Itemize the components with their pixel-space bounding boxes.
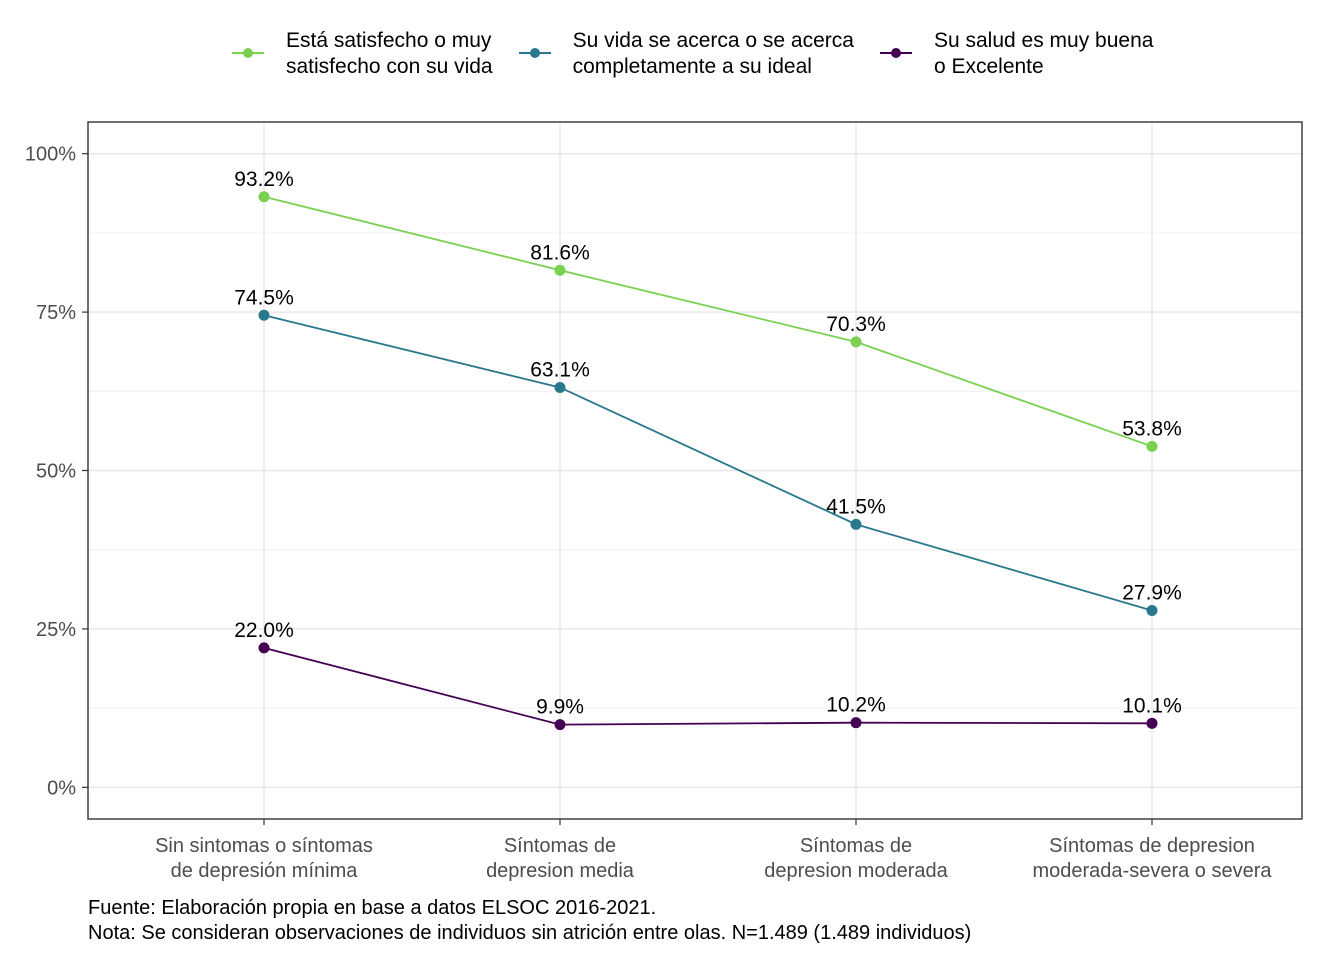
data-point [258, 191, 270, 203]
legend-label-line: satisfecho con su vida [286, 55, 493, 78]
data-point [258, 642, 270, 654]
x-tick-label: Sin sintomas o síntomas [155, 835, 373, 857]
x-tick-label: depresion media [486, 860, 635, 882]
y-tick-label: 50% [36, 461, 76, 483]
legend-key [876, 28, 916, 78]
legend-label-line: o Excelente [933, 55, 1044, 78]
x-tick-label: de depresión mínima [171, 860, 359, 882]
legend-item: Su vida se acerca o se acerca completamen… [515, 28, 854, 80]
data-label: 74.5% [234, 286, 294, 309]
legend-label-line: completamente a su ideal [572, 55, 812, 78]
x-tick-label: Síntomas de [504, 835, 616, 857]
data-label: 22.0% [234, 619, 294, 642]
data-point [554, 264, 566, 276]
data-label: 70.3% [826, 313, 886, 336]
data-label: 41.5% [826, 495, 886, 518]
legend-label-line: Está satisfecho o muy [286, 29, 492, 52]
data-label: 93.2% [234, 168, 294, 191]
caption: Fuente: Elaboración propia en base a dat… [88, 896, 971, 946]
y-tick-label: 75% [36, 302, 76, 324]
legend-item: Su salud es muy buena o Excelente [876, 28, 1153, 80]
data-label: 27.9% [1122, 582, 1182, 605]
y-tick-label: 100% [25, 144, 76, 166]
data-label: 9.9% [536, 696, 584, 719]
y-tick-label: 25% [36, 619, 76, 641]
data-point [850, 717, 862, 729]
legend-key [515, 28, 555, 78]
legend-item: Está satisfecho o muy satisfecho con su v… [228, 28, 493, 80]
data-point [554, 719, 566, 731]
data-point [1146, 440, 1158, 452]
data-label: 53.8% [1122, 417, 1182, 440]
caption-note: Nota: Se consideran observaciones de ind… [88, 922, 972, 944]
data-point [850, 518, 862, 530]
data-label: 10.1% [1122, 694, 1182, 717]
data-label: 63.1% [530, 358, 590, 381]
series-line [263, 195, 1153, 448]
data-point [258, 309, 270, 321]
data-label: 10.2% [826, 694, 886, 717]
legend-label-line: Su salud es muy buena [933, 29, 1154, 52]
x-tick-label: moderada-severa o severa [1032, 860, 1272, 882]
x-tick-label: Síntomas de depresion [1049, 835, 1255, 857]
data-point [554, 381, 566, 393]
legend-label-line: Su vida se acerca o se acerca [572, 29, 854, 52]
data-point [1146, 605, 1158, 617]
legend-label: Su vida se acerca o se acerca completamen… [555, 28, 854, 80]
legend: Está satisfecho o muy satisfecho con su v… [228, 28, 1175, 80]
data-label: 81.6% [530, 241, 590, 264]
y-tick-label: 0% [47, 777, 76, 799]
caption-source: Fuente: Elaboración propia en base a dat… [88, 897, 657, 919]
data-point [850, 336, 862, 348]
legend-label: Está satisfecho o muy satisfecho con su v… [268, 28, 493, 80]
x-tick-label: Síntomas de [800, 835, 912, 857]
data-point [1146, 717, 1158, 729]
legend-label: Su salud es muy buena o Excelente [916, 28, 1153, 80]
legend-key [228, 28, 268, 78]
plot-border [87, 121, 1303, 820]
series-line [263, 314, 1153, 612]
series-line [263, 647, 1153, 726]
x-tick-label: depresion moderada [764, 860, 948, 882]
